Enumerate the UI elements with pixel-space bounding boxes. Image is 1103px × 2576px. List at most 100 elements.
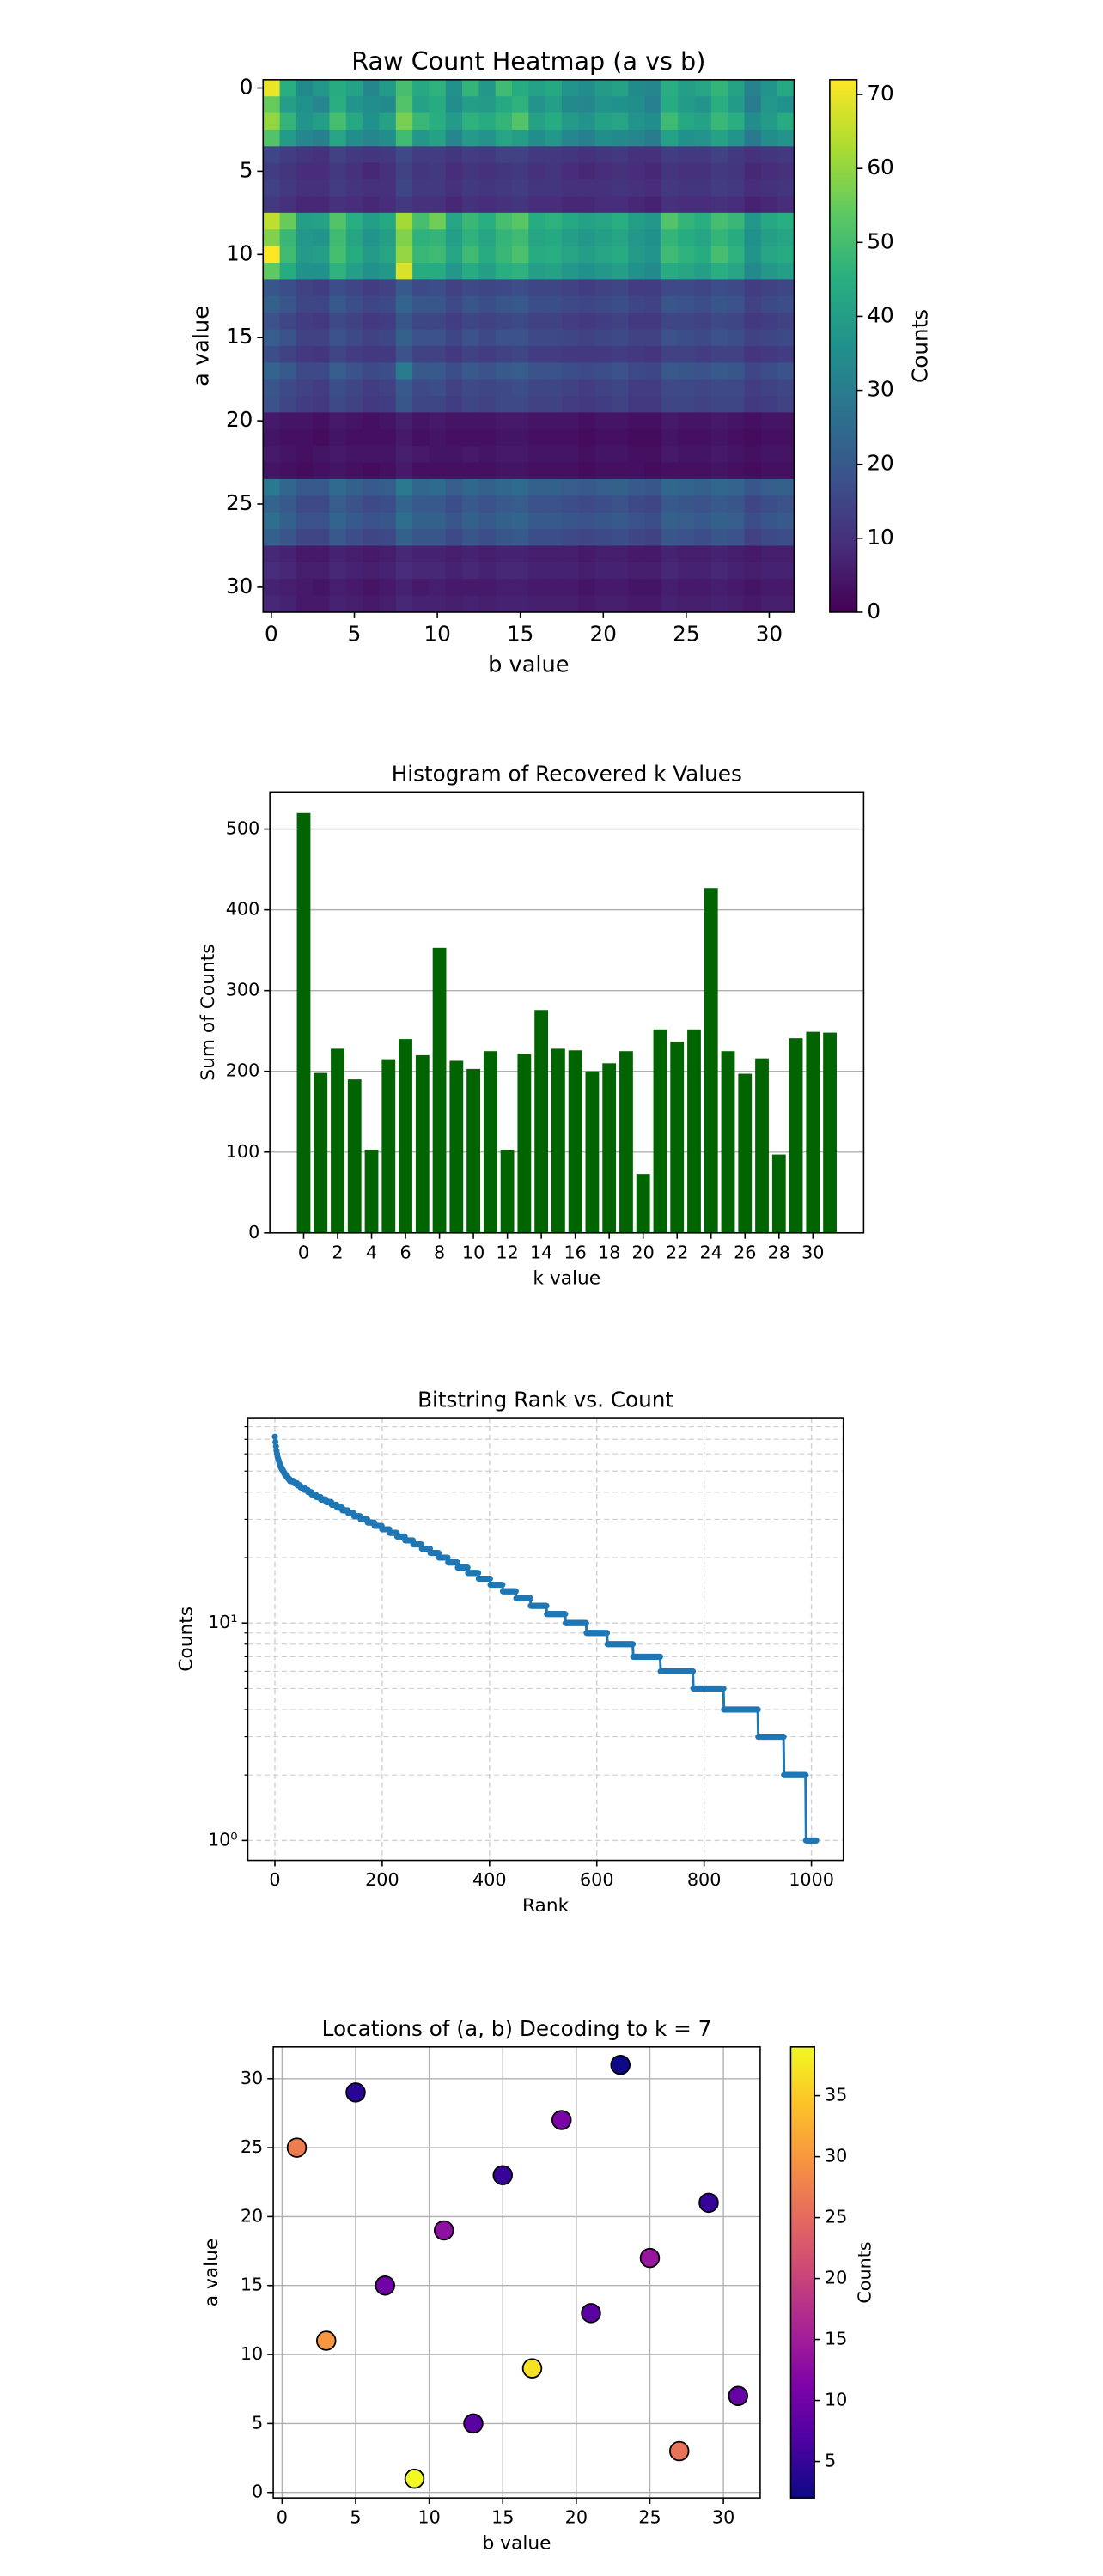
heatmap-cell [528,112,546,131]
heatmap-cell [363,229,381,247]
heatmap-cell [313,96,331,114]
heatmap-cell [363,246,381,264]
heatmap-cell [694,512,712,530]
heatmap-cell [561,212,579,230]
y-tick-label: 15 [226,324,253,349]
heatmap-cell [263,562,281,580]
heatmap-cell [279,562,297,580]
heatmap-cell [744,428,762,447]
heatmap-cell [678,562,696,580]
heatmap-cell [594,595,612,613]
heatmap-cell [296,362,314,380]
colorbar-label: Counts [854,2241,874,2303]
heatmap-cell [329,329,347,347]
heatmap-cell [561,262,579,280]
heatmap-cell [279,196,297,214]
heatmap-cell [678,229,696,247]
heatmap-cell [495,362,513,380]
heatmap-cell [728,329,746,347]
heatmap-cell [345,428,363,447]
heatmap-cell [329,162,347,180]
heatmap-cell [512,428,529,447]
heatmap-cell [363,545,381,563]
heatmap-cell [296,162,314,180]
heatmap-cell [611,462,629,480]
heatmap-cell [363,129,381,147]
scatter-point [668,2440,690,2462]
heatmap-cell [760,79,778,97]
heatmap-cell [644,112,662,131]
heatmap-cell [644,129,662,147]
heatmap-cell [329,96,347,114]
heatmap-cell [478,478,497,496]
heatmap-cell [478,229,497,247]
heatmap-cell [744,229,762,247]
heatmap-cell [495,79,513,97]
heatmap-cell [628,179,646,197]
heatmap-cell [279,212,297,230]
heatmap-cell [694,179,712,197]
heatmap-cell [628,329,646,347]
heatmap-cell [678,96,696,114]
heatmap-cell [345,512,363,530]
heatmap-cell [694,412,712,430]
heatmap-cell [429,345,447,363]
line-marker [444,1554,451,1561]
heatmap-cell [777,529,795,547]
heatmap-cell [760,313,778,331]
heatmap-cell [710,112,728,131]
heatmap-cell [363,279,381,297]
heatmap-cell [728,279,746,297]
heatmap-cell [528,362,546,380]
colorbar-tick-label: 20 [867,451,893,476]
heatmap-cell [329,529,347,547]
heatmap-cell [263,179,281,197]
colorbar-tick-label: 60 [867,155,893,179]
heatmap-cell [760,595,778,613]
heatmap-cell [561,112,579,131]
heatmap-cell [412,379,430,397]
heatmap-cell [495,112,513,131]
heatmap-cell [296,396,314,414]
heatmap-cell [495,96,513,114]
x-tick-label: 30 [756,621,783,646]
heatmap-cell [710,96,728,114]
heatmap-cell [363,79,381,97]
heatmap-cell [661,146,679,164]
heatmap-cell [462,562,479,580]
heatmap-cell [760,229,778,247]
heatmap-cell [628,562,646,580]
heatmap-cell [578,229,596,247]
heatmap-cell [329,129,347,147]
heatmap-cell [313,112,331,131]
heatmap-cell [644,512,662,530]
heatmap-cell [462,529,479,547]
bar [483,1051,497,1233]
heatmap-cell [611,246,629,264]
y-tick-label: 0 [240,75,253,100]
heatmap-cell [296,428,314,447]
heatmap-cell [661,362,679,380]
heatmap-cell [628,379,646,397]
heatmap-cell [412,495,430,513]
heatmap-cell [661,412,679,430]
heatmap-cell [345,362,363,380]
heatmap-cell [678,512,696,530]
heatmap-cell [728,562,746,580]
heatmap-cell [445,562,463,580]
heatmap-cell [611,313,629,331]
heatmap-cell [395,79,413,97]
heatmap-cell [694,446,712,464]
heatmap-cell [561,295,579,313]
heatmap-cell [728,112,746,131]
heatmap-cell [329,146,347,164]
heatmap-cell [661,495,679,513]
heatmap-cell [395,396,413,414]
heatmap-cell [744,362,762,380]
heatmap-cell [545,212,563,230]
heatmap-cell [379,428,397,447]
heatmap-cell [395,179,413,197]
heatmap-cell [263,579,281,597]
bar [517,1054,532,1233]
